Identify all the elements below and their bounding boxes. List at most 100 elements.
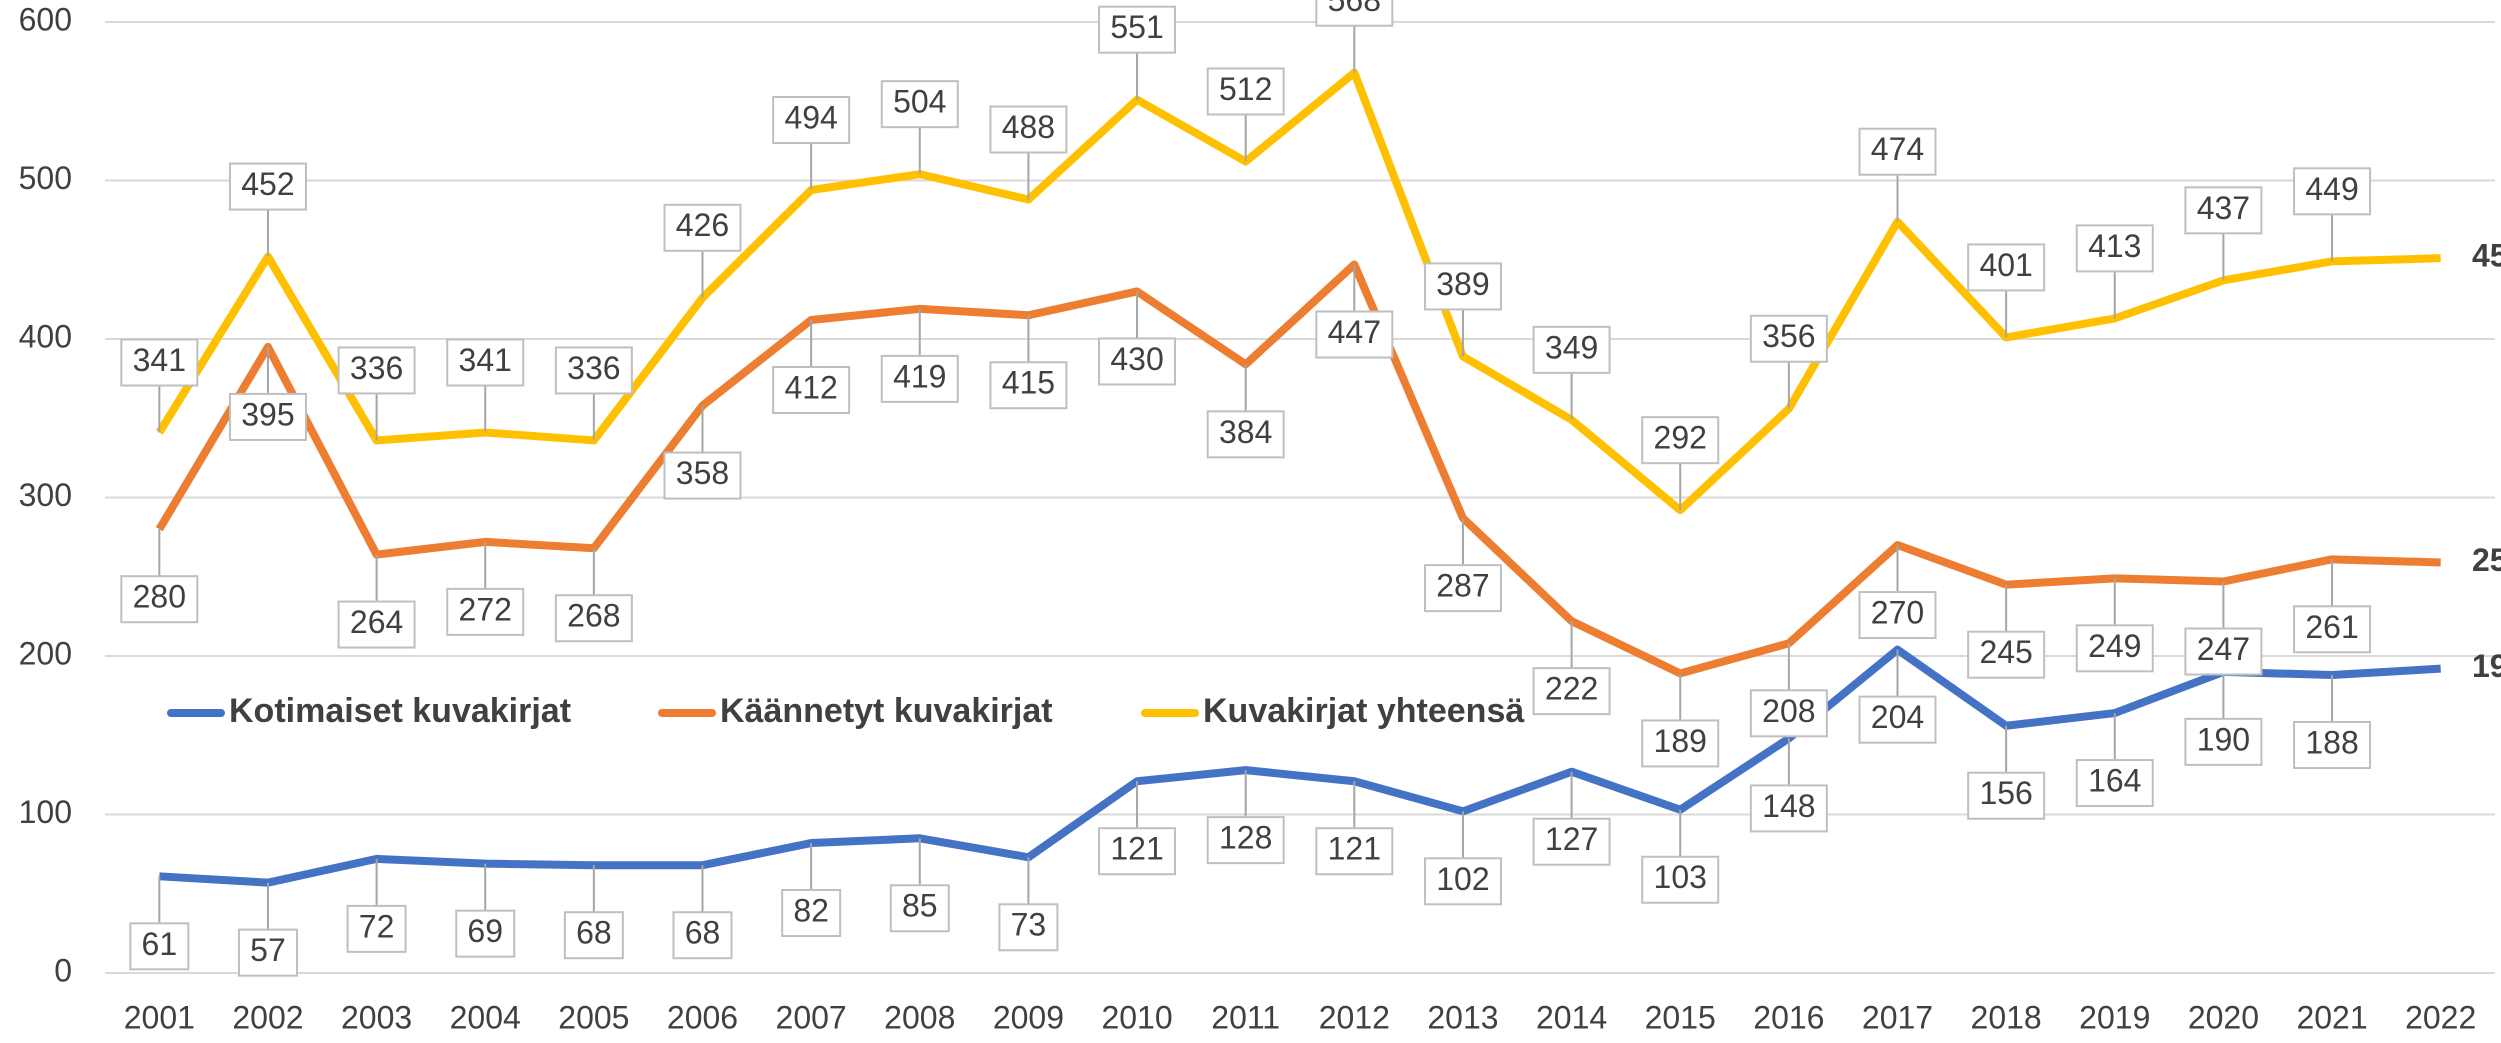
label-box xyxy=(1423,564,1502,613)
data-label-text: 437 xyxy=(2197,190,2250,226)
data-label-text: 413 xyxy=(2088,228,2141,264)
data-label: 57 xyxy=(237,882,298,977)
label-box xyxy=(1858,591,1937,640)
data-label: 268 xyxy=(554,548,633,643)
data-label-text: 341 xyxy=(459,342,512,378)
data-label: 249 xyxy=(2075,578,2154,673)
x-tick-label: 2005 xyxy=(558,999,629,1035)
data-label: 259 xyxy=(2472,542,2501,578)
data-label: 551 xyxy=(1098,5,1177,100)
label-box xyxy=(880,354,959,403)
label-box xyxy=(1098,827,1177,876)
label-box xyxy=(1423,857,1502,906)
data-label: 430 xyxy=(1098,291,1177,386)
label-box xyxy=(237,928,298,977)
label-box xyxy=(663,451,742,500)
data-label-text: 287 xyxy=(1436,568,1489,604)
y-tick-label: 0 xyxy=(54,952,72,988)
label-box xyxy=(228,162,307,211)
data-label-text: 449 xyxy=(2305,171,2358,207)
data-label-text: 452 xyxy=(241,166,294,202)
data-label: 356 xyxy=(1749,314,1828,409)
x-tick-label: 2022 xyxy=(2405,999,2476,1035)
legend-label: Kotimaiset kuvakirjat xyxy=(229,692,571,730)
x-tick-label: 2019 xyxy=(2079,999,2150,1035)
data-label: 72 xyxy=(346,858,407,953)
data-label-text: 412 xyxy=(784,369,837,405)
x-tick-label: 2012 xyxy=(1319,999,1390,1035)
data-label-text: 148 xyxy=(1762,788,1815,824)
label-box xyxy=(2184,717,2263,766)
label-box xyxy=(554,346,633,395)
label-box xyxy=(2184,627,2263,676)
data-label-text: 156 xyxy=(1979,775,2032,811)
data-label-text: 280 xyxy=(133,579,186,615)
data-label: 148 xyxy=(1749,738,1828,833)
label-box xyxy=(120,575,199,624)
data-label: 121 xyxy=(1315,781,1394,876)
x-tick-label: 2015 xyxy=(1645,999,1716,1035)
label-box xyxy=(998,903,1059,952)
label-box xyxy=(781,889,842,938)
label-box xyxy=(446,587,525,636)
label-box xyxy=(228,392,307,441)
data-label: 188 xyxy=(2293,675,2372,770)
data-label: 488 xyxy=(989,105,1068,200)
data-label-text: 247 xyxy=(2197,631,2250,667)
series-line xyxy=(155,68,2441,515)
label-box xyxy=(1641,855,1720,904)
data-label: 341 xyxy=(120,338,199,433)
x-tick-label: 2008 xyxy=(884,999,955,1035)
label-box xyxy=(889,884,950,933)
x-tick-label: 2017 xyxy=(1862,999,1933,1035)
data-label: 85 xyxy=(889,838,950,933)
label-box xyxy=(1206,816,1285,865)
data-label-text: 68 xyxy=(576,915,612,951)
label-box xyxy=(1858,695,1937,744)
label-box xyxy=(346,904,407,953)
label-box xyxy=(672,911,733,960)
label-box xyxy=(1098,5,1177,54)
label-box xyxy=(446,338,525,387)
data-label-text: 204 xyxy=(1871,699,1924,735)
data-label: 261 xyxy=(2293,559,2372,654)
data-label: 69 xyxy=(455,863,516,958)
data-label: 413 xyxy=(2075,224,2154,319)
data-label: 437 xyxy=(2184,186,2263,281)
label-box xyxy=(1967,243,2046,292)
data-label-text: 451 xyxy=(2472,238,2501,274)
data-label: 415 xyxy=(989,315,1068,410)
label-box xyxy=(1315,827,1394,876)
data-label-text: 447 xyxy=(1328,314,1381,350)
data-label: 204 xyxy=(1858,649,1937,744)
label-box xyxy=(772,365,851,414)
legend-label: Käännetyt kuvakirjat xyxy=(720,692,1053,730)
data-label: 336 xyxy=(554,346,633,441)
label-box xyxy=(2184,186,2263,235)
x-tick-label: 2004 xyxy=(450,999,521,1035)
data-label-text: 419 xyxy=(893,358,946,394)
data-label: 247 xyxy=(2184,581,2263,676)
label-box xyxy=(989,105,1068,154)
label-box xyxy=(2293,167,2372,216)
data-label: 384 xyxy=(1206,364,1285,459)
data-label-text: 69 xyxy=(467,913,503,949)
data-label-text: 128 xyxy=(1219,820,1272,856)
data-label-text: 426 xyxy=(676,207,729,243)
data-label-text: 127 xyxy=(1545,821,1598,857)
data-label-text: 512 xyxy=(1219,71,1272,107)
data-label: 102 xyxy=(1423,811,1502,906)
x-tick-label: 2007 xyxy=(776,999,847,1035)
data-label: 245 xyxy=(1967,584,2046,679)
data-label-text: 356 xyxy=(1762,318,1815,354)
data-label: 292 xyxy=(1641,416,1720,511)
data-label-text: 73 xyxy=(1011,907,1047,943)
data-label-text: 121 xyxy=(1110,831,1163,867)
data-label-text: 268 xyxy=(567,598,620,634)
data-label: 568 xyxy=(1315,0,1394,73)
data-label: 68 xyxy=(563,865,624,960)
y-tick-label: 300 xyxy=(19,477,72,513)
x-tick-label: 2021 xyxy=(2296,999,2367,1035)
data-label-text: 264 xyxy=(350,604,403,640)
